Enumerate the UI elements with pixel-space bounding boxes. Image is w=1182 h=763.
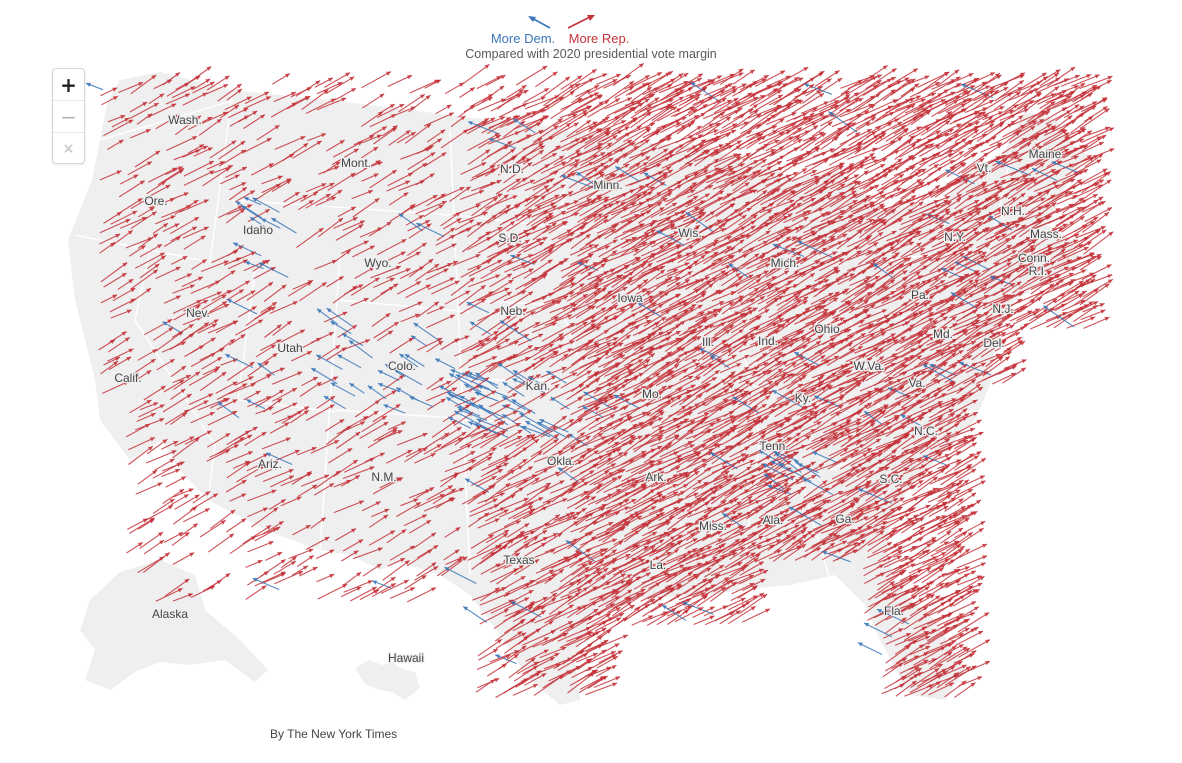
state-label: Md. <box>933 327 953 341</box>
state-label: Ark. <box>645 470 666 484</box>
state-label: N.D. <box>500 162 524 176</box>
state-label: Mont. <box>341 156 371 170</box>
state-label: Del. <box>983 336 1004 350</box>
state-label: Wis. <box>678 226 701 240</box>
state-label: N.C. <box>914 424 938 438</box>
state-label: Ind. <box>758 334 778 348</box>
map-legend: More Dem. More Rep. Compared with 2020 p… <box>0 12 1182 61</box>
byline-credit: By The New York Times <box>270 727 398 741</box>
state-label: S.C. <box>879 472 902 486</box>
state-label: Miss. <box>699 519 727 533</box>
state-label: Maine <box>1029 147 1062 161</box>
zoom-out-button[interactable]: − <box>53 101 84 133</box>
state-label: Alaska <box>152 607 188 621</box>
state-label: W.Va. <box>853 359 884 373</box>
state-label: Ohio <box>814 322 840 336</box>
state-label: Utah <box>277 341 302 355</box>
state-label: N.H. <box>1001 204 1025 218</box>
state-labels: Wash. Ore. Calif. Idaho Nev. Utah Ariz. Mont. Wy… <box>113 112 1063 667</box>
state-label: R.I. <box>1029 264 1048 278</box>
state-label: Colo. <box>388 359 416 373</box>
state-label: Mass. <box>1030 227 1062 241</box>
state-label: Calif. <box>114 371 141 385</box>
red-arrow-icon <box>567 15 595 29</box>
state-label: Idaho <box>243 223 273 237</box>
blue-arrow-icon <box>528 16 551 29</box>
state-label: Hawaii <box>388 651 424 665</box>
state-label: Ore. <box>144 194 167 208</box>
alaska-land <box>80 560 268 690</box>
legend-dem-label: More Dem. <box>490 31 556 46</box>
zoom-controls: + − × <box>52 68 85 164</box>
state-label: Wyo. <box>364 256 391 270</box>
state-label: N.Y. <box>944 230 966 244</box>
state-label: Fla. <box>884 604 904 618</box>
state-label: Kan. <box>526 379 551 393</box>
state-label: Va. <box>908 376 925 390</box>
legend-subtitle: Compared with 2020 presidential vote mar… <box>465 47 717 61</box>
state-label: N.M. <box>371 470 396 484</box>
state-label: Wash. <box>168 113 202 127</box>
state-label: Conn. <box>1018 251 1050 265</box>
state-label: Tenn. <box>759 439 788 453</box>
state-label: Pa. <box>911 288 929 302</box>
state-label: Nev. <box>186 306 210 320</box>
hawaii-land <box>355 660 420 700</box>
state-label: Ky. <box>795 391 811 405</box>
state-label: Texas <box>503 553 534 567</box>
legend-rep-label: More Rep. <box>568 31 630 46</box>
legend-more-dem: More Dem. <box>478 12 568 46</box>
state-label: Ala. <box>763 513 784 527</box>
state-label: Mich. <box>771 256 800 270</box>
state-label: La. <box>650 558 667 572</box>
shift-arrows <box>85 62 1115 699</box>
state-label: Vt. <box>977 161 992 175</box>
zoom-in-button[interactable]: + <box>53 69 84 101</box>
state-label: Ariz. <box>258 457 282 471</box>
state-label: Ga. <box>835 512 854 526</box>
state-label: Minn. <box>593 178 622 192</box>
state-label: Neb. <box>500 304 525 318</box>
state-label: S.D. <box>498 231 521 245</box>
state-label: N.J. <box>992 302 1013 316</box>
legend-more-rep: More Rep. <box>554 12 644 46</box>
state-label: Ill. <box>702 335 714 349</box>
reset-zoom-button[interactable]: × <box>62 140 75 157</box>
state-label: Iowa <box>617 291 643 305</box>
state-label: Mo. <box>642 387 662 401</box>
state-label: Okla. <box>547 454 575 468</box>
